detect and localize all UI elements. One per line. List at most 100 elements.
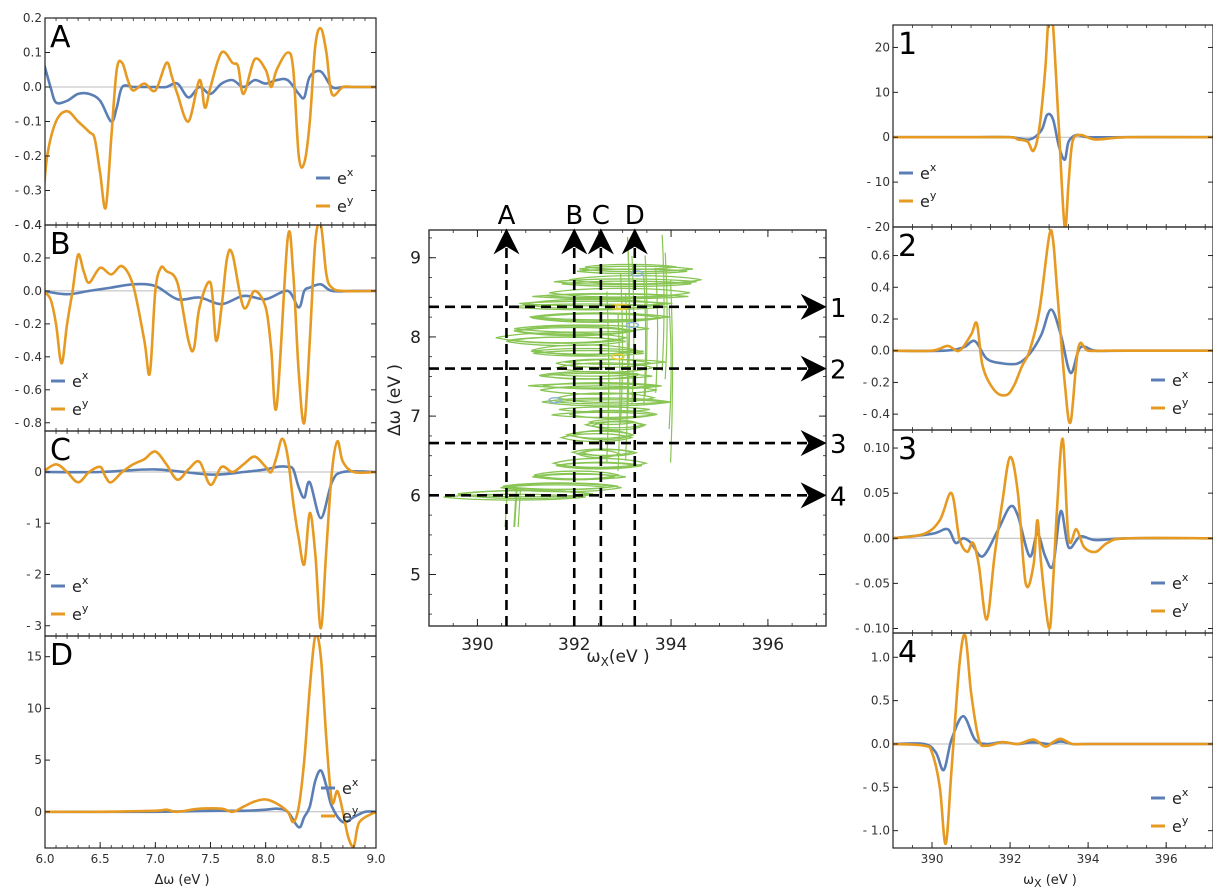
contour-line	[579, 265, 693, 273]
y-tick-label: - 0.2	[15, 317, 42, 331]
legend-label-ex: ex	[72, 369, 89, 391]
y-tick-label: - 2	[26, 568, 42, 582]
legend-label-ey: ey	[72, 602, 89, 624]
panel-frame	[892, 632, 1213, 849]
legend-label-ex: ex	[920, 161, 937, 183]
contour-plot: 390 392 394 396 5 6 7 8 9 A B C D 1 2 3 4	[410, 201, 846, 655]
legend-base: e	[342, 779, 352, 798]
y-tick-label: 10	[27, 701, 42, 715]
panel-frame	[892, 226, 1213, 431]
y-tick-label: 8	[410, 328, 421, 348]
y-tick-label: - 0.1	[15, 115, 42, 129]
contour-peak	[630, 270, 644, 277]
legend-label-ey: ey	[920, 189, 937, 211]
panel-label: A	[50, 20, 71, 55]
legend-sup: x	[347, 166, 354, 179]
x-tick-label: 392	[999, 852, 1022, 866]
contour-peak	[611, 353, 625, 360]
center-xlabel: ωX(eV )	[586, 647, 649, 669]
y-tick-label: - 0.2	[15, 149, 42, 163]
y-tick-label: 7	[410, 407, 421, 427]
legend-sup: y	[930, 189, 937, 202]
legend-sup: x	[930, 161, 937, 174]
contour-line	[506, 336, 626, 347]
y-tick-label: - 0.10	[855, 621, 890, 635]
contour-line	[655, 267, 659, 393]
legend-label-ex: ex	[342, 776, 359, 798]
contour-line	[500, 482, 622, 493]
y-tick-label: 0.00	[863, 531, 890, 545]
y-tick-label: - 0.4	[15, 218, 42, 232]
legend-base: e	[920, 164, 930, 183]
y-tick-label: 0.0	[23, 284, 42, 298]
contour-line	[553, 278, 697, 286]
legend-base: e	[920, 192, 930, 211]
legend-label-ey: ey	[1172, 599, 1189, 621]
contour-line	[643, 275, 647, 406]
left-panels: 0.20.10.0- 0.1- 0.2- 0.3- 0.4Aexey0.40.2…	[15, 11, 386, 866]
legend-sup: y	[82, 602, 89, 615]
marker-label-A: A	[498, 201, 516, 231]
x-tick-label: 7.0	[146, 852, 165, 866]
y-tick-label: 0.0	[871, 737, 890, 751]
right-xlabel: ωX (eV )	[1023, 873, 1077, 887]
y-tick-label: 9	[410, 249, 421, 269]
y-tick-label: 0.10	[863, 441, 890, 455]
contour-line	[528, 383, 657, 389]
contour-line	[517, 487, 522, 528]
legend-sup: y	[347, 194, 354, 207]
x-tick-label: 8.0	[256, 852, 275, 866]
legend-base: e	[1172, 574, 1182, 593]
contour-line	[626, 237, 631, 414]
series-ey-line	[45, 225, 376, 425]
y-tick-label: 0	[34, 465, 42, 479]
x-tick-label: 390	[921, 852, 944, 866]
series-ey-line	[893, 633, 1213, 846]
contour-line	[540, 372, 653, 380]
y-tick-label: 5	[34, 753, 42, 767]
marker-label-B: B	[565, 201, 583, 231]
legend-sup: y	[1182, 599, 1189, 612]
legend-base: e	[337, 197, 347, 216]
y-tick-label: - 0.5	[863, 780, 890, 794]
panel-label: C	[50, 433, 71, 468]
y-tick-label: - 20	[867, 220, 890, 234]
contour-line	[532, 293, 689, 300]
legend-sup: x	[1182, 368, 1189, 381]
legend-sup: x	[1182, 786, 1189, 799]
contour-peak	[548, 397, 562, 404]
y-tick-label: 0.4	[23, 218, 42, 232]
y-tick-label: 0.05	[863, 486, 890, 500]
y-tick-label: 0	[882, 130, 890, 144]
contour-peak	[625, 321, 640, 329]
series-ex-line	[893, 308, 1213, 375]
y-tick-label: 0.5	[871, 694, 890, 708]
series-ex-line	[45, 282, 376, 309]
legend-sup: x	[1182, 571, 1189, 584]
y-tick-label: - 0.2	[863, 375, 890, 389]
legend-sup: x	[352, 776, 359, 789]
legend-label-ey: ey	[1172, 396, 1189, 418]
contour-line	[570, 448, 635, 457]
marker-label-4: 4	[830, 482, 847, 512]
series-ey-line	[893, 437, 1213, 630]
y-tick-label: - 0.8	[15, 416, 42, 430]
x-tick-label: 394	[1077, 852, 1100, 866]
panel-label: 3	[898, 432, 917, 467]
contour-line	[558, 406, 651, 413]
x-tick-label: 9.0	[366, 852, 385, 866]
x-tick-label: 8.5	[311, 852, 330, 866]
legend-base: e	[72, 605, 82, 624]
contour-line	[561, 280, 692, 288]
y-tick-label: - 0.4	[15, 350, 42, 364]
panel-label: 2	[898, 229, 917, 264]
y-tick-label: 0.1	[23, 46, 42, 60]
legend-base: e	[1172, 789, 1182, 808]
legend-label-ex: ex	[1172, 571, 1189, 593]
legend-base: e	[72, 577, 82, 596]
series-ey-line	[45, 437, 376, 630]
legend-base: e	[1172, 371, 1182, 390]
x-tick-label: 6.0	[35, 852, 54, 866]
